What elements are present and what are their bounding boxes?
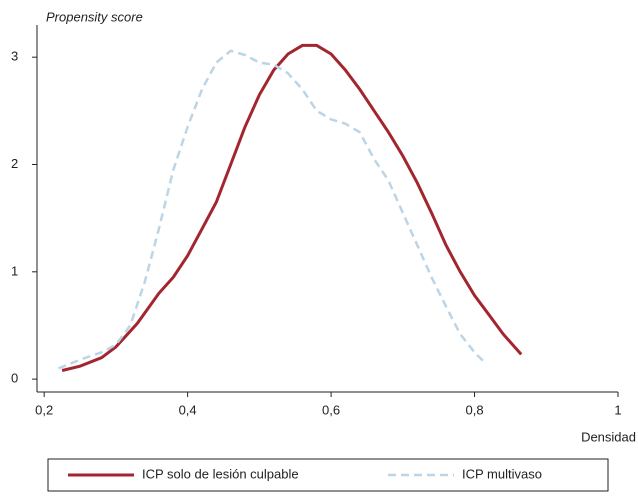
x-tick-label: 0,2 (35, 402, 53, 417)
y-tick-label: 3 (11, 49, 18, 64)
x-tick-label: 0,6 (322, 402, 340, 417)
y-tick-label: 1 (11, 263, 18, 278)
x-tick-label: 1 (614, 402, 621, 417)
x-tick-label: 0,4 (179, 402, 197, 417)
legend-box (47, 458, 609, 492)
legend-label: ICP multivaso (462, 466, 542, 481)
y-tick-label: 2 (11, 156, 18, 171)
line (58, 49, 487, 370)
x-axis-label: Densidad (581, 429, 636, 444)
legend-label: ICP solo de lesión culpable (142, 466, 299, 481)
y-tick-label: 0 (11, 371, 18, 386)
line (61, 43, 523, 372)
y-axis-label: Propensity score (46, 9, 143, 24)
x-tick-label: 0,8 (466, 402, 484, 417)
